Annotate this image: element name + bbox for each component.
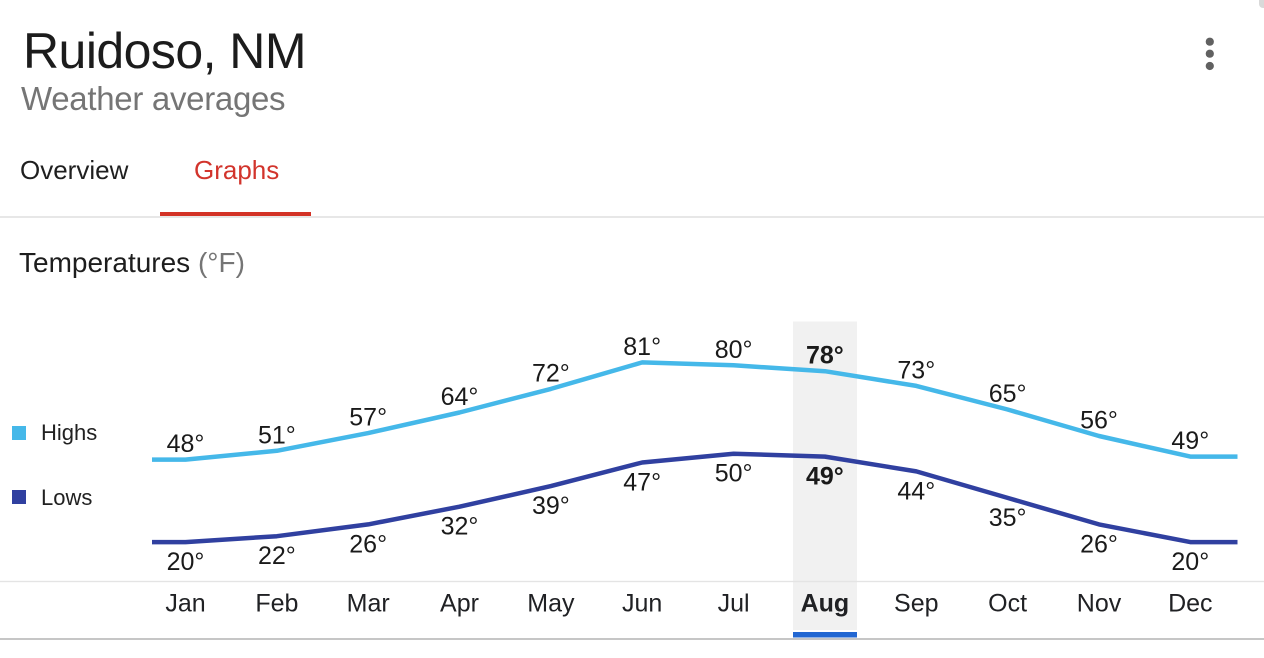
svg-text:Oct: Oct	[988, 590, 1027, 618]
svg-text:Feb: Feb	[255, 590, 298, 618]
svg-text:47°: 47°	[623, 469, 661, 497]
svg-text:20°: 20°	[167, 548, 205, 576]
svg-text:Jun: Jun	[622, 590, 662, 618]
svg-text:73°: 73°	[897, 356, 935, 384]
svg-text:65°: 65°	[989, 380, 1027, 408]
svg-text:81°: 81°	[623, 333, 661, 361]
svg-text:Nov: Nov	[1077, 590, 1122, 618]
svg-text:32°: 32°	[441, 513, 479, 541]
svg-text:48°: 48°	[167, 430, 205, 458]
svg-text:80°: 80°	[715, 336, 753, 364]
svg-text:51°: 51°	[258, 421, 296, 449]
svg-text:22°: 22°	[258, 542, 296, 570]
svg-text:Aug: Aug	[801, 590, 850, 618]
svg-text:72°: 72°	[532, 359, 570, 387]
svg-text:26°: 26°	[1080, 530, 1118, 558]
svg-text:Mar: Mar	[347, 590, 390, 618]
svg-text:35°: 35°	[989, 504, 1027, 532]
svg-text:Dec: Dec	[1168, 590, 1212, 618]
svg-text:20°: 20°	[1171, 548, 1209, 576]
svg-text:39°: 39°	[532, 492, 570, 520]
svg-text:64°: 64°	[441, 383, 479, 411]
svg-text:78°: 78°	[806, 342, 844, 370]
svg-text:50°: 50°	[715, 460, 753, 488]
svg-text:Sep: Sep	[894, 590, 938, 618]
svg-text:Jul: Jul	[718, 590, 750, 618]
svg-text:56°: 56°	[1080, 407, 1118, 435]
svg-text:57°: 57°	[349, 404, 387, 432]
svg-text:Apr: Apr	[440, 590, 479, 618]
svg-text:49°: 49°	[1171, 427, 1209, 455]
svg-text:44°: 44°	[897, 477, 935, 505]
svg-text:26°: 26°	[349, 530, 387, 558]
svg-text:Jan: Jan	[165, 590, 205, 618]
svg-text:49°: 49°	[806, 463, 844, 491]
svg-text:May: May	[527, 590, 575, 618]
